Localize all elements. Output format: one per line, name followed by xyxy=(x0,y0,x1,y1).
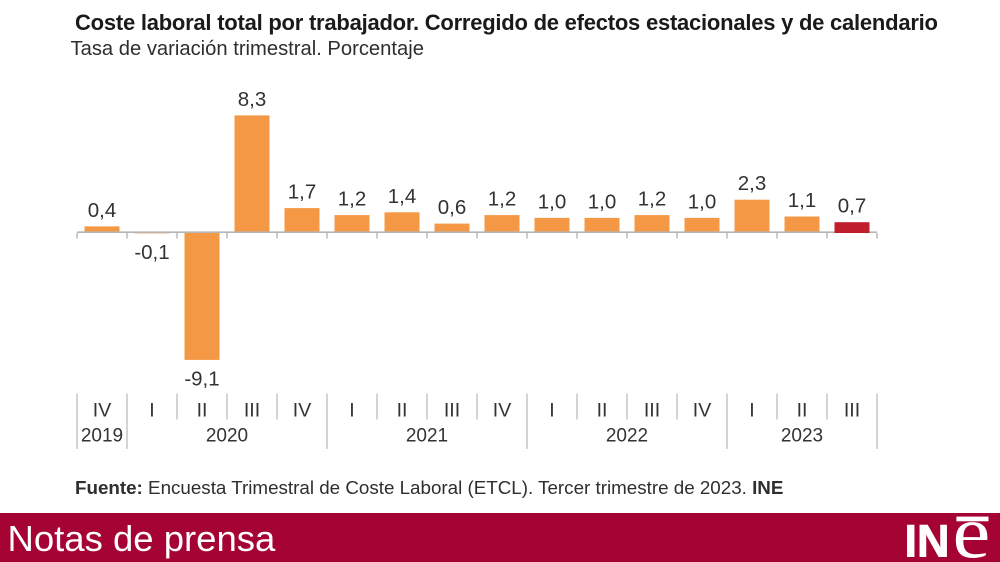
svg-text:I: I xyxy=(349,400,354,422)
svg-text:1,0: 1,0 xyxy=(588,190,617,213)
svg-text:IV: IV xyxy=(293,400,311,422)
svg-text:-9,1: -9,1 xyxy=(184,367,219,390)
svg-text:IV: IV xyxy=(93,400,111,422)
svg-text:I: I xyxy=(749,400,754,422)
svg-text:1,2: 1,2 xyxy=(638,188,667,211)
svg-text:III: III xyxy=(244,400,260,422)
svg-text:II: II xyxy=(197,400,208,422)
svg-text:1,1: 1,1 xyxy=(788,189,817,212)
svg-text:II: II xyxy=(397,400,408,422)
svg-text:1,2: 1,2 xyxy=(488,188,517,211)
svg-text:IV: IV xyxy=(493,400,511,422)
svg-text:IN: IN xyxy=(905,516,950,562)
svg-text:II: II xyxy=(797,400,808,422)
svg-text:8,3: 8,3 xyxy=(238,88,267,111)
svg-text:0,7: 0,7 xyxy=(838,195,867,218)
svg-text:III: III xyxy=(644,400,660,422)
svg-text:2023: 2023 xyxy=(781,426,823,447)
svg-text:2019: 2019 xyxy=(81,426,123,447)
svg-text:0,4: 0,4 xyxy=(88,199,117,222)
svg-text:III: III xyxy=(444,400,460,422)
svg-text:IV: IV xyxy=(693,400,711,422)
svg-text:1,4: 1,4 xyxy=(388,185,417,208)
svg-text:0,6: 0,6 xyxy=(438,196,467,219)
svg-text:1,7: 1,7 xyxy=(288,181,317,204)
svg-text:-0,1: -0,1 xyxy=(134,241,169,264)
svg-text:III: III xyxy=(844,400,860,422)
svg-text:1,0: 1,0 xyxy=(538,190,567,213)
svg-text:I: I xyxy=(549,400,554,422)
svg-text:II: II xyxy=(597,400,608,422)
svg-text:2,3: 2,3 xyxy=(738,172,767,195)
svg-text:I: I xyxy=(149,400,154,422)
svg-text:2021: 2021 xyxy=(406,426,448,447)
svg-text:2022: 2022 xyxy=(606,426,648,447)
svg-text:1,2: 1,2 xyxy=(338,188,367,211)
svg-text:1,0: 1,0 xyxy=(688,190,717,213)
svg-text:2020: 2020 xyxy=(206,426,248,447)
